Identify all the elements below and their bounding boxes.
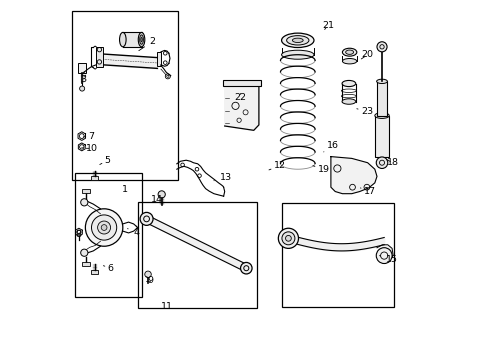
Text: 7: 7	[83, 132, 94, 141]
Text: 22: 22	[234, 93, 245, 102]
Bar	[374, 116, 388, 157]
Text: 3: 3	[80, 75, 86, 84]
Polygon shape	[144, 216, 247, 271]
Ellipse shape	[342, 48, 356, 56]
Circle shape	[285, 235, 291, 241]
Bar	[82, 262, 89, 266]
Ellipse shape	[342, 99, 355, 104]
Circle shape	[85, 209, 122, 246]
Ellipse shape	[119, 32, 126, 47]
Circle shape	[80, 86, 84, 91]
Ellipse shape	[281, 50, 313, 59]
Text: 12: 12	[268, 161, 285, 170]
Circle shape	[81, 249, 88, 256]
Text: 21: 21	[322, 21, 333, 30]
Text: 16: 16	[323, 141, 338, 152]
Bar	[96, 47, 102, 67]
Circle shape	[144, 271, 151, 278]
Polygon shape	[224, 84, 258, 130]
Ellipse shape	[286, 36, 308, 45]
Bar	[91, 270, 98, 274]
Text: 18: 18	[386, 158, 398, 167]
Ellipse shape	[376, 79, 386, 84]
Bar	[72, 11, 178, 180]
Text: 2: 2	[139, 37, 155, 51]
Ellipse shape	[374, 113, 388, 118]
Text: 13: 13	[213, 173, 231, 181]
Circle shape	[101, 225, 107, 230]
Bar	[91, 176, 98, 180]
Bar	[138, 202, 257, 308]
Ellipse shape	[141, 37, 142, 42]
Ellipse shape	[342, 58, 356, 64]
Text: 23: 23	[356, 107, 372, 116]
Ellipse shape	[342, 80, 355, 87]
Ellipse shape	[281, 33, 313, 48]
Text: 17: 17	[360, 187, 375, 196]
Circle shape	[375, 157, 387, 168]
Text: 19: 19	[312, 165, 329, 174]
Circle shape	[140, 212, 153, 225]
Polygon shape	[330, 157, 376, 194]
Circle shape	[282, 232, 294, 245]
Bar	[282, 203, 393, 307]
Circle shape	[375, 248, 391, 264]
Text: 14: 14	[150, 195, 163, 204]
Bar	[78, 63, 86, 73]
Ellipse shape	[292, 38, 303, 42]
Text: 4: 4	[127, 228, 139, 237]
Text: 6: 6	[103, 264, 113, 273]
Bar	[75, 173, 142, 297]
Text: 15: 15	[379, 256, 397, 264]
Circle shape	[91, 215, 117, 240]
Circle shape	[278, 228, 298, 248]
Bar	[157, 52, 161, 66]
Circle shape	[81, 199, 88, 206]
Circle shape	[240, 262, 251, 274]
Bar	[223, 80, 260, 86]
Polygon shape	[376, 245, 392, 259]
Text: 1: 1	[122, 184, 128, 194]
Ellipse shape	[138, 32, 144, 47]
Bar	[82, 189, 89, 193]
Ellipse shape	[140, 35, 143, 44]
Circle shape	[158, 191, 165, 198]
Text: 10: 10	[85, 144, 97, 153]
Text: 9: 9	[146, 276, 153, 284]
Circle shape	[376, 42, 386, 52]
Text: 8: 8	[75, 230, 81, 239]
Bar	[122, 32, 141, 47]
Text: 11: 11	[161, 302, 173, 311]
Ellipse shape	[345, 50, 353, 54]
Circle shape	[98, 221, 110, 234]
Text: 20: 20	[361, 50, 373, 59]
Text: 5: 5	[100, 156, 110, 165]
Bar	[376, 81, 386, 116]
